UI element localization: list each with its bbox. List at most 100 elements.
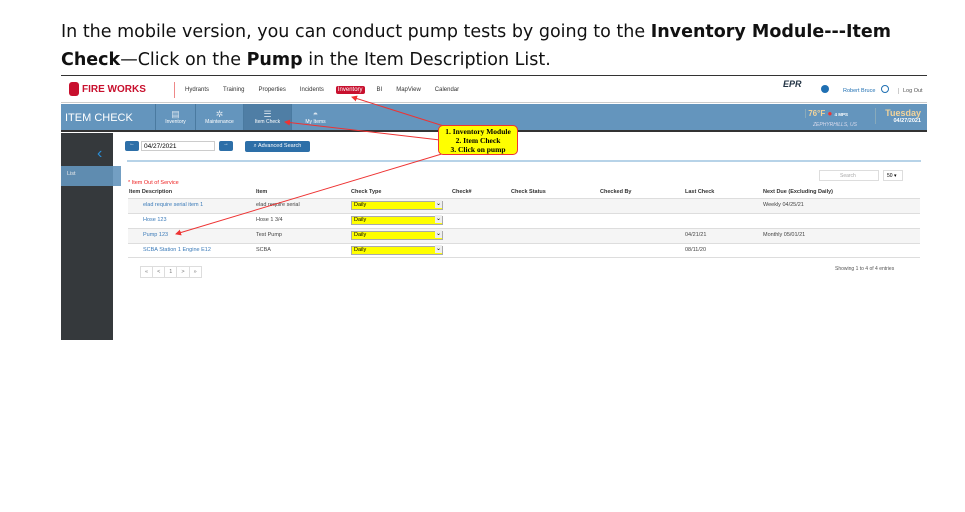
module-label: Item Check	[254, 119, 281, 125]
next-due: Weekly 04/25/21	[763, 202, 804, 208]
item-description-link[interactable]: Hose 123	[143, 217, 167, 223]
module-label: Maintenance	[205, 119, 234, 125]
fireworks-logo: FIRE WORKS	[69, 82, 146, 96]
page-size-select[interactable]: 50 ▾	[883, 170, 903, 181]
nav-mapview[interactable]: MapView	[396, 87, 421, 93]
divider	[174, 82, 175, 98]
arrow-to-pump	[175, 152, 446, 236]
col-next-due[interactable]: Next Due (Excluding Daily)	[763, 189, 833, 195]
item-name: Test Pump	[256, 232, 282, 238]
flame-icon	[69, 82, 79, 96]
intro-text: —Click on the	[120, 50, 247, 70]
divider	[127, 160, 921, 162]
nav-inventory[interactable]: Inventory	[335, 86, 365, 94]
user-icon[interactable]	[881, 85, 889, 93]
item-name: SCBA	[256, 247, 271, 253]
item-description-link-pump[interactable]: Pump 123	[143, 232, 169, 238]
col-item-description[interactable]: Item Description	[129, 189, 173, 195]
first-page-button[interactable]: «	[141, 267, 154, 277]
list-icon: ☰	[263, 109, 272, 119]
chevron-left-icon[interactable]: ‹	[97, 145, 103, 162]
item-name: Hose 1 3/4	[256, 217, 283, 223]
callout-step-1: 1. Inventory Module	[445, 127, 511, 136]
date-input[interactable]: 04/27/2021	[141, 141, 215, 151]
item-name: elad require serial	[256, 202, 300, 208]
last-check: 04/21/21	[685, 232, 707, 238]
module-my-items[interactable]: ◓ My Items	[291, 104, 339, 130]
table-row: SCBA Station 1 Engine E12 SCBA Daily 08/…	[128, 243, 920, 258]
temperature: 76°F	[808, 109, 826, 118]
next-date-button[interactable]: →	[219, 141, 233, 151]
col-check-type[interactable]: Check Type	[351, 189, 382, 195]
next-page-button[interactable]: >	[177, 267, 190, 277]
col-last-check[interactable]: Last Check	[685, 189, 715, 195]
table-row: elad require serial item 1 elad require …	[128, 198, 920, 213]
check-type-select[interactable]: Daily	[351, 200, 443, 210]
page-1-button[interactable]: 1	[165, 267, 178, 277]
callout-step-3: 3. Click on pump	[450, 145, 506, 154]
user-name[interactable]: Robert Bruce	[843, 88, 876, 94]
button-label: Advanced Search	[257, 143, 302, 149]
intro-bold-module: Inventory Module---Item Check	[61, 22, 891, 70]
top-header: FIRE WORKS Hydrants Training Properties …	[61, 76, 927, 103]
next-due: Monthly 05/01/21	[763, 232, 806, 238]
callout-step-2: 2. Item Check	[455, 136, 501, 145]
check-type-select[interactable]: Daily	[351, 230, 443, 240]
arrow-to-inventory	[351, 95, 451, 129]
item-description-link[interactable]: elad require serial item 1	[143, 202, 204, 208]
col-item[interactable]: Item	[256, 189, 268, 195]
module-maintenance[interactable]: ✲ Maintenance	[195, 104, 243, 130]
last-check: 08/11/20	[685, 247, 707, 253]
module-item-check[interactable]: ☰ Item Check	[243, 104, 291, 130]
advanced-search-button[interactable]: ⌕ Advanced Search	[245, 141, 310, 152]
check-type-select[interactable]: Daily	[351, 215, 443, 225]
nav-bi[interactable]: BI	[376, 87, 383, 93]
helmet-icon: ◓	[312, 109, 319, 119]
inventory-icon: ▤	[171, 109, 180, 119]
nav-incidents[interactable]: Incidents	[299, 87, 324, 93]
entries-info: Showing 1 to 4 of 4 entries	[835, 266, 895, 272]
app-screenshot: FIRE WORKS Hydrants Training Properties …	[61, 75, 927, 340]
date-display: Tuesday 04/27/2021	[875, 108, 921, 124]
instruction-callout: 1. Inventory Module 2. Item Check 3. Cli…	[438, 125, 518, 155]
table-row: Pump 123 Test Pump Daily 04/21/21 Monthl…	[128, 228, 920, 243]
prev-date-button[interactable]: ←	[125, 141, 139, 151]
col-check-status[interactable]: Check Status	[511, 189, 546, 195]
search-input[interactable]: Search	[819, 170, 879, 181]
sun-icon: ●	[827, 109, 833, 118]
search-icon: ⌕	[253, 143, 258, 149]
intro-text: In the mobile version, you can conduct p…	[61, 22, 651, 42]
epr-logo: EPR	[783, 79, 802, 89]
nav-hydrants[interactable]: Hydrants	[185, 87, 210, 93]
module-label: Inventory	[165, 119, 186, 125]
nav-calendar[interactable]: Calendar	[434, 87, 460, 93]
sidebar: ‹ List	[61, 133, 121, 340]
table-row: Hose 123 Hose 1 3/4 Daily ✎	[128, 213, 920, 228]
nav-properties[interactable]: Properties	[258, 87, 286, 93]
logo-text: FIRE WORKS	[82, 83, 146, 95]
weather-temp: 76°F ● 4 MPS	[805, 109, 848, 118]
gear-icon: ✲	[215, 109, 224, 119]
check-type-select[interactable]: Daily	[351, 245, 443, 255]
prev-page-button[interactable]: <	[153, 267, 166, 277]
intro-bold-pump: Pump	[246, 50, 303, 70]
item-description-link[interactable]: SCBA Station 1 Engine E12	[143, 247, 211, 253]
intro-text: in the Item Description List.	[302, 50, 551, 70]
wind-speed: 4 MPS	[834, 112, 849, 117]
sidebar-item-list[interactable]: List	[61, 166, 121, 186]
last-page-button[interactable]: »	[193, 269, 197, 275]
city: ZEPHYRHILLS, US	[813, 122, 857, 128]
module-label: My Items	[305, 119, 326, 125]
instruction-text: In the mobile version, you can conduct p…	[61, 18, 921, 74]
module-inventory[interactable]: ▤ Inventory	[155, 104, 195, 130]
weekday: Tuesday	[885, 108, 921, 118]
logout-link[interactable]: Log Out	[898, 88, 923, 94]
current-date: 04/27/2021	[893, 118, 921, 124]
chat-icon[interactable]	[821, 85, 829, 93]
out-of-service-legend: * Item Out of Service	[128, 180, 179, 186]
col-check-num[interactable]: Check#	[452, 189, 472, 195]
col-checked-by[interactable]: Checked By	[600, 189, 632, 195]
page-title: ITEM CHECK	[65, 112, 133, 124]
nav-training[interactable]: Training	[223, 87, 245, 93]
